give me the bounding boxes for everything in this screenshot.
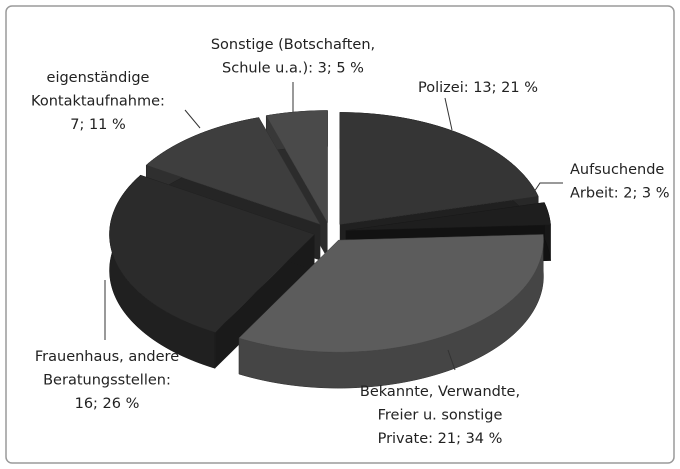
slice-label: Aufsuchende — [570, 162, 664, 178]
slice-label: 16; 26 % — [75, 396, 140, 412]
slice — [238, 234, 544, 353]
leader-line — [447, 349, 456, 371]
slice — [265, 110, 328, 224]
slice — [109, 174, 315, 333]
slice-label: 7; 11 % — [70, 117, 126, 133]
slice-label: Polizei: 13; 21 % — [418, 80, 538, 96]
labels: Polizei: 13; 21 % Aufsuchende Arbeit: 2; 3… — [31, 37, 669, 447]
slice — [145, 117, 321, 225]
slice-label: Sonstige (Botschaften, — [211, 37, 375, 53]
slice — [339, 112, 539, 225]
slice-label: Arbeit: 2; 3 % — [570, 186, 670, 202]
slice-label: Beratungsstellen: — [43, 373, 171, 389]
leader-line — [531, 182, 563, 196]
slice-label: Kontaktaufnahme: — [31, 94, 165, 110]
leader-line — [184, 109, 201, 129]
slice — [345, 202, 551, 231]
leader-line — [444, 97, 453, 131]
slice-label: eigenständige — [47, 70, 150, 86]
pie — [109, 110, 551, 389]
slice-label: Schule u.a.): 3; 5 % — [222, 61, 364, 77]
slice-label: Private: 21; 34 % — [378, 431, 503, 447]
slice-wall — [215, 234, 315, 369]
slice-label: Freier u. sonstige — [378, 408, 503, 424]
slice-label: Bekannte, Verwandte, — [360, 384, 520, 400]
slice-label: Frauenhaus, andere — [35, 349, 179, 365]
leader-lines — [104, 82, 563, 371]
